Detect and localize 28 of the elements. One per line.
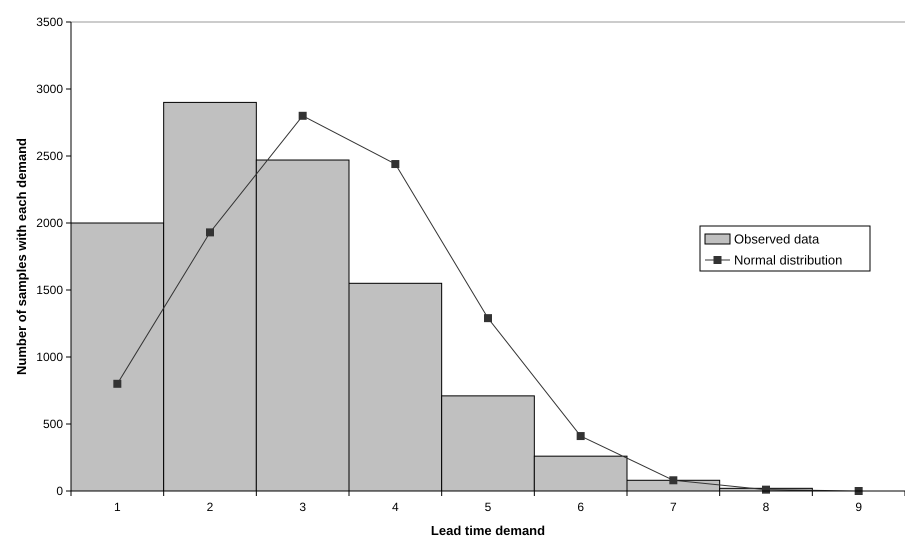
y-tick-label: 3000 — [36, 82, 64, 96]
x-tick-label: 4 — [392, 500, 399, 514]
point — [576, 432, 585, 440]
x-tick-label: 3 — [299, 500, 306, 514]
x-axis-title: Lead time demand — [430, 523, 546, 538]
x-tick-label: 5 — [484, 500, 492, 514]
y-tick-label: 500 — [42, 417, 64, 432]
point — [298, 112, 307, 120]
point — [206, 228, 214, 236]
legend-label: Normal distribution — [734, 252, 842, 268]
x-tick-label: 2 — [206, 500, 214, 514]
x-tick-label: 7 — [670, 500, 677, 514]
y-tick-label: 1500 — [36, 283, 64, 298]
y-tick-label: 1000 — [36, 350, 64, 364]
y-tick-label: 2500 — [36, 149, 64, 164]
point — [669, 476, 678, 484]
y-tick-label: 3500 — [36, 15, 64, 30]
x-tick-label: 1 — [114, 500, 121, 514]
legend-label: Observed data — [734, 232, 820, 247]
x-tick-label: 8 — [762, 500, 770, 514]
x-tick-label: 6 — [577, 500, 584, 514]
point — [113, 380, 122, 388]
point — [484, 314, 492, 322]
x-tick-label: 9 — [855, 500, 862, 514]
y-tick-label: 2000 — [36, 216, 64, 230]
y-axis-title: Number of samples with each demand — [14, 138, 29, 375]
y-tick-label: 0 — [56, 484, 64, 498]
point — [391, 160, 400, 168]
